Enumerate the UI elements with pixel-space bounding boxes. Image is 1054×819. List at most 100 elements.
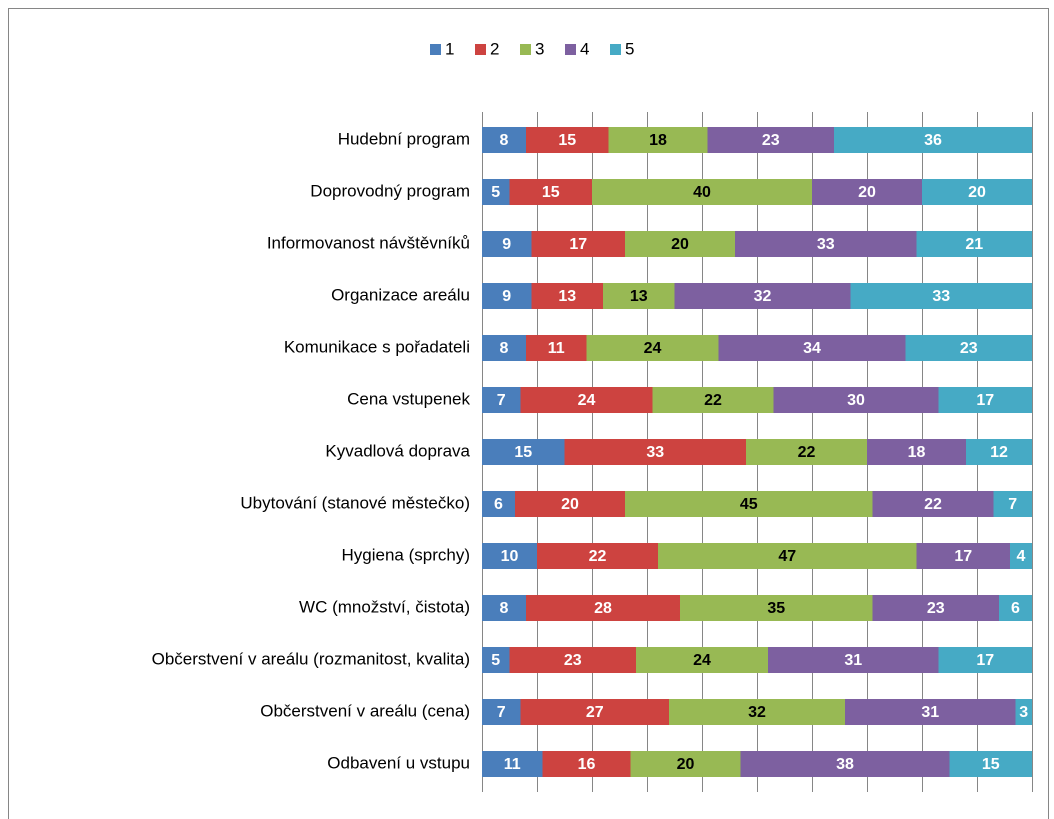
value-label: 13 bbox=[630, 288, 648, 305]
bar-segment bbox=[768, 647, 939, 673]
bar-segment bbox=[740, 751, 950, 777]
value-label: 5 bbox=[491, 184, 500, 201]
bar-segment bbox=[482, 231, 532, 257]
value-label: 6 bbox=[494, 496, 503, 513]
bar-segment bbox=[916, 231, 1032, 257]
bar-segment bbox=[482, 439, 565, 465]
value-label: 28 bbox=[594, 600, 612, 617]
category-label: Doprovodný program bbox=[310, 181, 470, 200]
value-label: 12 bbox=[990, 444, 1008, 461]
value-label: 8 bbox=[500, 340, 509, 357]
category-label: Cena vstupenek bbox=[347, 389, 470, 408]
value-label: 34 bbox=[803, 340, 821, 357]
legend-label: 4 bbox=[580, 39, 589, 58]
bar-segment bbox=[509, 179, 592, 205]
bar-segment bbox=[850, 283, 1032, 309]
legend-swatch bbox=[430, 44, 441, 55]
category-label: Komunikace s pořadateli bbox=[284, 337, 470, 356]
bar-segment bbox=[916, 543, 1010, 569]
category-label: Občerstvení v areálu (rozmanitost, kvali… bbox=[152, 649, 470, 668]
value-label: 33 bbox=[646, 444, 664, 461]
bar-segment bbox=[630, 751, 741, 777]
value-label: 15 bbox=[558, 132, 576, 149]
value-label: 33 bbox=[932, 288, 950, 305]
value-label: 45 bbox=[740, 496, 758, 513]
value-label: 6 bbox=[1011, 600, 1020, 617]
bar-segment bbox=[834, 127, 1032, 153]
value-label: 27 bbox=[586, 704, 604, 721]
bar-segment bbox=[526, 595, 680, 621]
bar-segment bbox=[949, 751, 1032, 777]
bar-segment bbox=[872, 595, 999, 621]
value-label: 11 bbox=[504, 756, 521, 773]
bar-segment bbox=[718, 335, 906, 361]
bar-segment bbox=[707, 127, 834, 153]
bar-segment bbox=[482, 699, 521, 725]
legend-swatch bbox=[520, 44, 531, 55]
legend-swatch bbox=[610, 44, 621, 55]
legend-label: 1 bbox=[445, 39, 454, 58]
bar-segment bbox=[625, 491, 873, 517]
bar-segment bbox=[674, 283, 851, 309]
bar-segment bbox=[845, 699, 1016, 725]
bar-segment bbox=[482, 387, 521, 413]
value-label: 47 bbox=[778, 548, 796, 565]
bar-segment bbox=[1015, 699, 1032, 725]
bar-segment bbox=[905, 335, 1032, 361]
bar-segment bbox=[482, 179, 510, 205]
bar-segment bbox=[867, 439, 966, 465]
bar-segment bbox=[608, 127, 708, 153]
value-label: 8 bbox=[500, 132, 509, 149]
bar-segment bbox=[680, 595, 873, 621]
legend-label: 3 bbox=[535, 39, 544, 58]
category-label: Organizace areálu bbox=[331, 285, 470, 304]
value-label: 36 bbox=[924, 132, 942, 149]
bar-segment bbox=[586, 335, 719, 361]
value-label: 23 bbox=[564, 652, 582, 669]
value-label: 15 bbox=[982, 756, 1000, 773]
value-label: 17 bbox=[569, 236, 587, 253]
bar-segment bbox=[993, 491, 1032, 517]
category-label: Hygiena (sprchy) bbox=[342, 545, 471, 564]
bar-segment bbox=[564, 439, 746, 465]
bar-segment bbox=[773, 387, 939, 413]
value-label: 7 bbox=[497, 392, 506, 409]
category-label: Občerstvení v areálu (cena) bbox=[260, 701, 470, 720]
category-label: Ubytování (stanové městečko) bbox=[240, 493, 470, 512]
category-label: Odbavení u vstupu bbox=[327, 753, 470, 772]
bar-segment bbox=[592, 179, 812, 205]
value-label: 40 bbox=[693, 184, 711, 201]
bar-segment bbox=[938, 387, 1032, 413]
legend-swatch bbox=[475, 44, 486, 55]
bar-segment bbox=[526, 335, 587, 361]
bar-segment bbox=[482, 335, 526, 361]
bar-segment bbox=[482, 595, 526, 621]
bar-segment bbox=[531, 231, 625, 257]
legend-label: 2 bbox=[490, 39, 499, 58]
value-label: 4 bbox=[1017, 548, 1026, 565]
value-label: 23 bbox=[762, 132, 780, 149]
bar-segment bbox=[526, 127, 609, 153]
bar-segment bbox=[872, 491, 994, 517]
value-label: 3 bbox=[1019, 704, 1028, 721]
legend-label: 5 bbox=[625, 39, 634, 58]
value-label: 5 bbox=[491, 652, 500, 669]
bar-segment bbox=[509, 647, 636, 673]
value-label: 15 bbox=[514, 444, 532, 461]
value-label: 32 bbox=[748, 704, 766, 721]
value-label: 7 bbox=[1008, 496, 1017, 513]
value-label: 18 bbox=[908, 444, 926, 461]
bar-segment bbox=[636, 647, 768, 673]
bar-segment bbox=[1010, 543, 1032, 569]
value-label: 17 bbox=[954, 548, 972, 565]
value-label: 22 bbox=[924, 496, 942, 513]
value-label: 32 bbox=[754, 288, 772, 305]
value-label: 35 bbox=[767, 600, 785, 617]
bar-segment bbox=[482, 543, 537, 569]
bar-segment bbox=[625, 231, 735, 257]
category-label: WC (množství, čistota) bbox=[299, 597, 470, 616]
bar-segment bbox=[520, 699, 669, 725]
value-label: 24 bbox=[693, 652, 711, 669]
category-label: Informovanost návštěvníků bbox=[267, 233, 470, 252]
